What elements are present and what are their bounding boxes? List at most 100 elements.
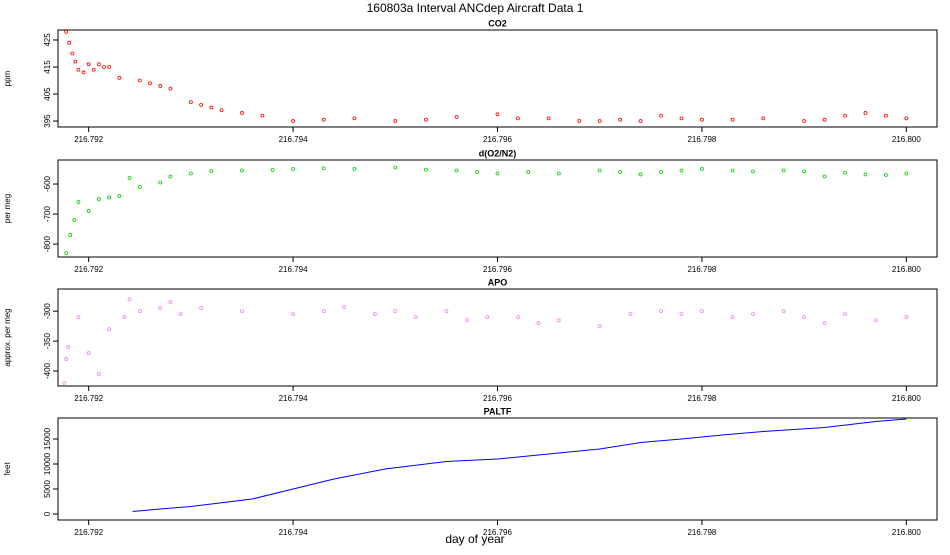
point bbox=[659, 113, 663, 118]
point bbox=[168, 300, 173, 305]
y-tick-label: 405 bbox=[43, 87, 52, 101]
point bbox=[781, 168, 786, 173]
y-tick-label: -800 bbox=[43, 236, 52, 253]
point bbox=[495, 112, 500, 117]
point bbox=[96, 372, 101, 376]
point bbox=[802, 169, 807, 174]
point bbox=[96, 62, 101, 67]
x-tick-label: 216.800 bbox=[892, 528, 921, 537]
point bbox=[72, 218, 77, 222]
point bbox=[679, 116, 684, 121]
point bbox=[81, 70, 86, 75]
point bbox=[76, 315, 81, 320]
point bbox=[86, 351, 91, 355]
x-tick-label: 216.796 bbox=[483, 265, 512, 274]
x-tick-label: 216.796 bbox=[483, 528, 512, 537]
point bbox=[761, 116, 766, 121]
x-tick-label: 216.794 bbox=[279, 265, 308, 274]
point bbox=[843, 312, 847, 317]
point bbox=[628, 312, 633, 317]
point bbox=[127, 176, 132, 180]
point bbox=[822, 321, 827, 326]
point bbox=[86, 62, 91, 67]
y-tick-label: 415 bbox=[43, 60, 52, 74]
point bbox=[730, 315, 735, 320]
point bbox=[730, 117, 735, 122]
y-axis-label: approx. per meg bbox=[3, 308, 12, 366]
point bbox=[444, 309, 449, 314]
y-tick-label: 15000 bbox=[43, 427, 52, 450]
point bbox=[659, 170, 663, 174]
point bbox=[485, 315, 490, 320]
y-tick-label: -400 bbox=[43, 362, 52, 379]
point bbox=[556, 171, 561, 176]
point bbox=[188, 171, 193, 176]
point bbox=[76, 200, 81, 204]
point bbox=[240, 111, 244, 115]
point bbox=[199, 102, 203, 107]
point bbox=[638, 119, 643, 123]
x-tick-label: 216.792 bbox=[74, 135, 103, 144]
point bbox=[424, 117, 428, 122]
point bbox=[70, 51, 75, 56]
point bbox=[137, 309, 142, 314]
point bbox=[352, 116, 357, 121]
point bbox=[904, 315, 909, 320]
y-tick-label: 395 bbox=[43, 114, 52, 128]
point bbox=[454, 168, 459, 173]
point bbox=[291, 312, 295, 317]
point bbox=[883, 173, 888, 177]
y-tick-label: 10000 bbox=[43, 452, 52, 475]
point bbox=[199, 306, 203, 311]
x-tick-label: 216.800 bbox=[892, 394, 921, 403]
point bbox=[751, 312, 755, 317]
point bbox=[679, 312, 684, 317]
x-tick-label: 216.798 bbox=[687, 135, 716, 144]
point bbox=[270, 168, 275, 172]
line bbox=[132, 418, 907, 512]
x-tick-label: 216.794 bbox=[279, 135, 308, 144]
x-tick-label: 216.800 bbox=[892, 265, 921, 274]
point bbox=[168, 174, 173, 179]
point bbox=[883, 113, 888, 118]
panel-title: d(O2/N2) bbox=[479, 148, 517, 158]
point bbox=[700, 117, 704, 122]
y-tick-label: -600 bbox=[43, 175, 52, 192]
y-tick-label: -350 bbox=[43, 333, 52, 350]
point bbox=[802, 315, 807, 320]
x-tick-label: 216.792 bbox=[74, 528, 103, 537]
y-axis-label: feet bbox=[3, 462, 12, 476]
point bbox=[291, 119, 295, 123]
point bbox=[117, 194, 122, 198]
page-title: 160803a Interval ANCdep Aircraft Data 1 bbox=[367, 1, 584, 15]
point bbox=[158, 306, 163, 311]
y-tick-label: 5000 bbox=[43, 480, 52, 498]
point bbox=[188, 100, 193, 105]
point bbox=[117, 75, 122, 80]
point bbox=[64, 251, 69, 255]
point bbox=[802, 119, 807, 123]
point bbox=[546, 116, 551, 121]
point bbox=[556, 318, 561, 323]
point bbox=[209, 105, 214, 110]
point bbox=[659, 309, 663, 314]
panel-title: PALTF bbox=[484, 406, 512, 416]
point bbox=[730, 168, 735, 173]
point bbox=[76, 67, 81, 72]
plot-frame bbox=[57, 288, 938, 387]
point bbox=[843, 170, 847, 175]
point bbox=[240, 168, 244, 173]
point bbox=[597, 119, 602, 123]
x-tick-label: 216.798 bbox=[687, 528, 716, 537]
x-tick-label: 216.800 bbox=[892, 135, 921, 144]
point bbox=[107, 195, 112, 200]
point bbox=[122, 315, 127, 320]
point bbox=[260, 113, 265, 118]
point bbox=[577, 119, 582, 123]
point bbox=[597, 168, 602, 173]
point bbox=[700, 167, 704, 171]
point bbox=[352, 167, 357, 171]
point bbox=[68, 233, 73, 237]
point bbox=[413, 315, 418, 320]
